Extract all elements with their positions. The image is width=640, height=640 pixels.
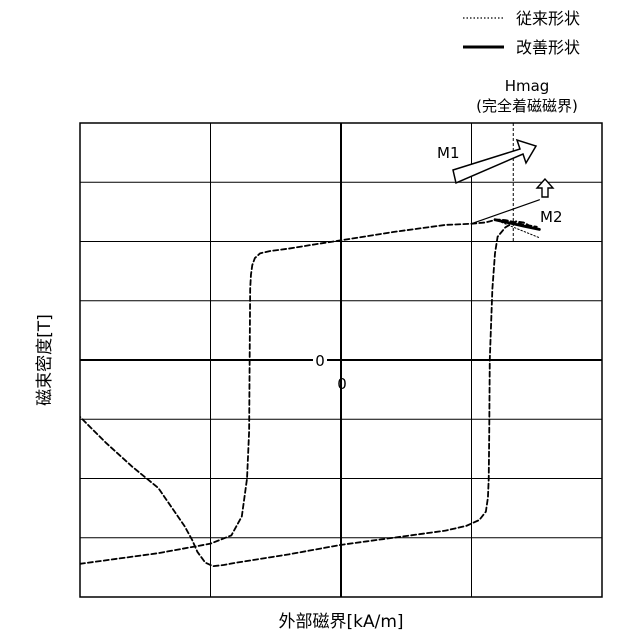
series-line-solid <box>495 220 539 230</box>
legend-label-improved: 改善形状 <box>516 38 580 57</box>
origin-x-label: 0 <box>315 352 325 370</box>
m2-arrow <box>537 179 553 197</box>
legend-label-conventional: 従来形状 <box>516 9 580 28</box>
origin-y-label: 0 <box>337 375 347 393</box>
m2-label: M2 <box>540 208 563 226</box>
y-axis-title: 磁束密度[T] <box>35 314 55 406</box>
hmag-label: Hmag <box>505 77 550 95</box>
legend: 従来形状 改善形状 <box>463 9 580 57</box>
series-layer <box>80 200 539 566</box>
hmag-sub-label: (完全着磁磁界) <box>476 97 578 115</box>
m1-label: M1 <box>437 144 460 162</box>
x-axis-title: 外部磁界[kA/m] <box>278 612 403 632</box>
series-line-dashed <box>80 220 537 566</box>
m1-arrow <box>453 140 536 183</box>
